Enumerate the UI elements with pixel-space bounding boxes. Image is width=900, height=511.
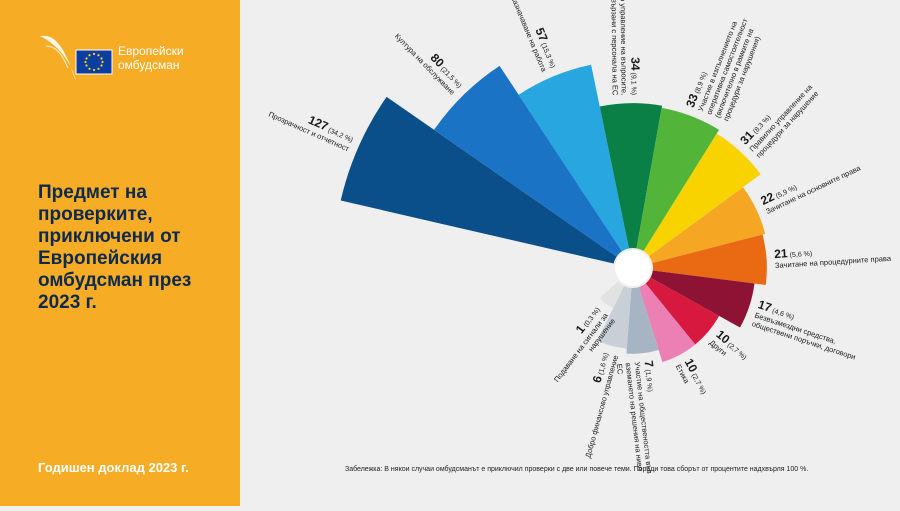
chart-wedge [649,187,766,263]
wedge-category-label: ЕС [615,363,625,375]
wedge-label: 17 (4,6 %)Безвъзмездни средства,обществе… [751,297,857,361]
page-title: Предмет на проверките, приключени от Евр… [38,182,192,313]
chart-area: 127 (34,2 %) Прозрачност и отчетност 80 (2… [240,0,900,506]
eu-stars-icon [84,52,104,72]
wedge-label: 57 (15,3 %)Назначаване на работа [509,0,556,74]
wedge-category-label: Добро управление на въпросите, [618,0,629,95]
wedge-label: 127 (34,2 %)Прозрачност и отчетност [267,110,354,154]
wedge-percent: (9,1 %) [629,71,636,96]
chart-wedge [434,65,622,257]
wedge-category-label: Зачитане на основните права [764,163,862,216]
chart-wedge [636,107,720,252]
wedge-count: 34 [628,57,642,71]
wedge-category-label: Правилно управление на [748,82,815,153]
chart-wedge [645,277,720,345]
logo-swoosh-2 [45,45,69,69]
brand-line-1: Европейски [118,44,184,58]
chart-wedge [652,234,767,285]
wedge-label: 33 (8,9 %)Участие в изпълнението наопера… [683,17,762,123]
wedge-percent: (1,9 %) [643,367,653,392]
brand-name: Европейски омбудсман [118,44,228,72]
logo-swoosh [40,35,76,80]
wedge-count: 22 [758,189,776,208]
chart-wedge [518,64,629,252]
wedge-label: 10 (2,7 %)Други [708,327,748,361]
chart-wedge [626,287,659,354]
brand-line-2: омбудсман [118,58,180,72]
wedge-value: 21 (5,6 %) [774,245,813,261]
wedge-count: 6 [590,374,605,384]
wedge-count: 33 [683,92,701,110]
chart-wedge [638,283,696,363]
chart-wedge [599,103,663,249]
wedge-category-label: Култура на обслужване [393,32,457,97]
chart-wedge [599,281,625,309]
wedge-value: 34 (9,1 %) [628,57,642,95]
chart-wedge [340,96,617,264]
ombudsman-logo [40,35,113,80]
wedge-label: 34 (9,1 %)Добро управление на въпросите,… [609,0,642,96]
wedge-count: 17 [756,297,773,315]
chart-wedge [597,285,632,349]
wedge-label: 7 (1,9 %)Участие на обществеността въввз… [615,360,659,474]
wedge-category-label: свързани с персонала на ЕС [609,0,619,96]
wedge-label: 21 (5,6 %)Зачитане на процедурните права [774,245,892,270]
wedge-count: 21 [774,246,789,261]
wedge-label: 10 (2,7 %)Етика [674,356,707,396]
wedge-label: 31 (8,3 %)Правилно управление напроцедур… [737,82,820,159]
chart-wedge [643,133,761,257]
wedge-label: 80 (21,5 %)Култура на обслужване [393,32,463,97]
wedge-count: 57 [533,26,551,44]
chart-note: Забележка: В някои случаи омбудсманът е … [345,466,809,473]
chart-center-hole [615,250,651,286]
wedge-label: 22 (5,9 %)Зачитане на основните права [758,163,862,216]
wedge-count: 10 [682,356,701,375]
wedge-percent: (2,7 %) [689,371,707,396]
wedge-value: 7 (1,9 %) [642,360,659,393]
wedge-percent: (5,6 %) [788,251,813,260]
wedge-label: 6 (1,6 %)Добро финансово управление [583,352,620,459]
chart-wedge [650,270,755,328]
side-panel: Европейски омбудсман Предмет на проверки… [0,0,240,506]
polar-bar-chart: 127 (34,2 %)Прозрачност и отчетност 80 (2… [267,0,892,474]
report-footer: Годишен доклад 2023 г. [38,460,189,475]
wedge-count: 7 [642,360,657,369]
